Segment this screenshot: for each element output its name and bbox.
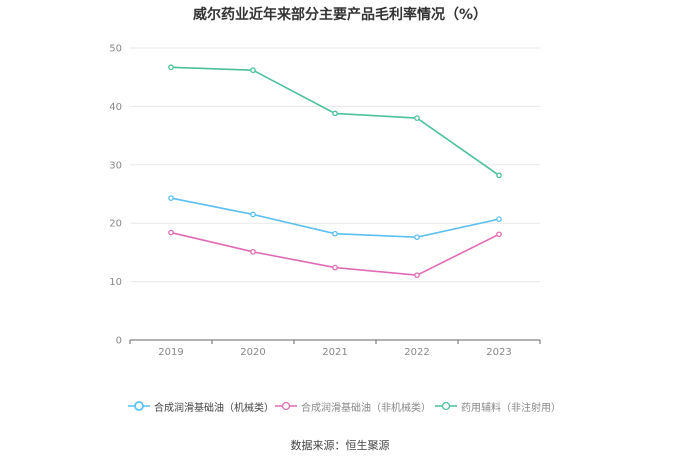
- x-tick-label: 2023: [486, 347, 511, 358]
- legend-line-marker-icon: [275, 401, 297, 411]
- data-point: [250, 67, 256, 74]
- data-point: [332, 264, 338, 271]
- legend-label: 合成润滑基础油（非机械类）: [301, 402, 431, 414]
- gridlines: [130, 47, 540, 283]
- series-lines: [168, 64, 502, 279]
- legend: 合成润滑基础油（机械类） 合成润滑基础油（非机械类） 药用辅料（非注射用）: [0, 397, 680, 415]
- y-tick-label: 50: [109, 44, 122, 55]
- data-source-note: 数据来源：恒生聚源: [290, 439, 390, 452]
- legend-item-0[interactable]: 合成润滑基础油（机械类）: [128, 397, 274, 415]
- data-point: [250, 211, 256, 218]
- data-point: [250, 248, 256, 255]
- data-point: [332, 110, 338, 117]
- legend-item-1[interactable]: 合成润滑基础油（非机械类）: [275, 397, 431, 415]
- legend-label: 药用辅料（非注射用）: [461, 402, 561, 414]
- data-point: [496, 231, 502, 238]
- data-point: [168, 229, 174, 236]
- x-tick-label: 2021: [322, 347, 347, 358]
- data-point: [168, 195, 174, 201]
- y-tick-label: 10: [109, 277, 122, 288]
- legend-line-marker-icon: [435, 401, 457, 411]
- x-tick-label: 2019: [158, 347, 183, 358]
- x-tick-label: 2022: [404, 347, 429, 358]
- data-point: [332, 230, 338, 237]
- legend-item-2[interactable]: 药用辅料（非注射用）: [435, 397, 561, 415]
- y-tick-label: 30: [109, 160, 122, 171]
- legend-label: 合成润滑基础油（机械类）: [154, 402, 274, 414]
- data-point: [414, 234, 420, 241]
- chart-title: 威尔药业近年来部分主要产品毛利率情况（%）: [192, 7, 488, 23]
- data-point: [496, 172, 502, 179]
- data-point: [414, 115, 420, 121]
- data-point: [414, 272, 420, 279]
- legend-line-marker-icon: [128, 401, 150, 411]
- y-tick-label: 40: [109, 102, 122, 113]
- y-tick-label: 20: [109, 219, 122, 230]
- data-point: [168, 64, 174, 71]
- data-point: [496, 216, 502, 222]
- axes: 0 10 20 30 40 50 2019 2020 2021 2022 2023: [109, 44, 541, 358]
- y-tick-label: 0: [116, 336, 122, 347]
- series-line-2: [170, 66, 500, 176]
- x-tick-label: 2020: [240, 347, 265, 358]
